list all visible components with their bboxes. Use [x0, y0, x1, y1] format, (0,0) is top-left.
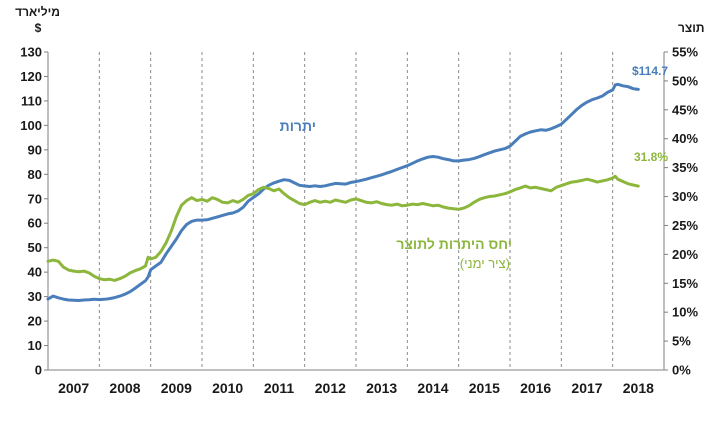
- x-tick-label: 2011: [264, 380, 295, 396]
- right-tick-label: 10%: [672, 305, 698, 320]
- right-tick-label: 50%: [672, 73, 698, 88]
- x-tick-label: 2015: [469, 380, 500, 396]
- left-tick-label: 90: [28, 142, 42, 157]
- x-tick-label: 2007: [58, 380, 89, 396]
- left-tick-label: 80: [28, 167, 42, 182]
- x-tick-label: 2013: [366, 380, 397, 396]
- left-tick-label: 110: [21, 93, 42, 108]
- end-label-reserves: $114.7: [632, 64, 668, 78]
- end-label-ratio: 31.8%: [634, 150, 668, 164]
- left-tick-label: 20: [28, 314, 42, 329]
- left-tick-label: 120: [20, 69, 42, 84]
- left-tick-label: 50: [28, 240, 42, 255]
- left-tick-label: 70: [28, 191, 42, 206]
- x-tick-label: 2010: [212, 380, 243, 396]
- left-tick-label: 40: [28, 265, 42, 280]
- series-label-reserves: יתרות: [280, 118, 316, 134]
- year-gridlines: [98, 52, 614, 370]
- right-axis-unit: תוצר: [678, 21, 704, 35]
- x-tick-label: 2018: [623, 380, 654, 396]
- right-tick-label: 5%: [672, 334, 691, 349]
- right-tick-label: 55%: [672, 45, 698, 60]
- left-tick-label: 100: [20, 118, 42, 133]
- x-tick-label: 2008: [109, 380, 140, 396]
- reserves-line: [46, 82, 640, 302]
- left-tick-label: 30: [28, 289, 42, 304]
- left-axis-unit: מיליארד: [15, 5, 60, 19]
- x-tick-label: 2014: [417, 380, 448, 396]
- left-tick-label: 10: [28, 338, 42, 353]
- series-label-ratio: יחס היתרות לתוצר: [396, 236, 512, 252]
- right-axis-ticks: 0% 5% 10% 15% 20% 25% 30% 35% 40% 45% 50% 55%: [664, 45, 698, 378]
- left-tick-label: 60: [28, 216, 42, 231]
- x-tick-label: 2012: [315, 380, 346, 396]
- left-axis-ticks: 0 10 20 30 40 50 60 70 80 90 100 110 120 130: [20, 45, 48, 378]
- x-tick-label: 2017: [571, 380, 602, 396]
- left-tick-label: 0: [35, 363, 42, 378]
- right-tick-label: 35%: [672, 160, 698, 175]
- right-tick-label: 0%: [672, 363, 691, 378]
- x-tick-label: 2016: [520, 380, 551, 396]
- left-tick-label: 130: [20, 45, 42, 60]
- reserves-to-gdp-line: [46, 174, 640, 282]
- right-tick-label: 15%: [672, 276, 698, 291]
- x-axis-ticks: 2007 2008 2009 2010 2011 2012 2013 2014 2015 2016…: [58, 380, 654, 396]
- x-tick-label: 2009: [161, 380, 192, 396]
- left-axis-unit-currency: $: [35, 21, 42, 35]
- right-tick-label: 45%: [672, 102, 698, 117]
- right-tick-label: 20%: [672, 247, 698, 262]
- axes: [47, 52, 665, 371]
- series-sublabel-ratio: (ציר ימני): [460, 256, 510, 271]
- series-lines: [46, 82, 640, 302]
- right-tick-label: 25%: [672, 218, 698, 233]
- right-tick-label: 30%: [672, 189, 698, 204]
- right-tick-label: 40%: [672, 131, 698, 146]
